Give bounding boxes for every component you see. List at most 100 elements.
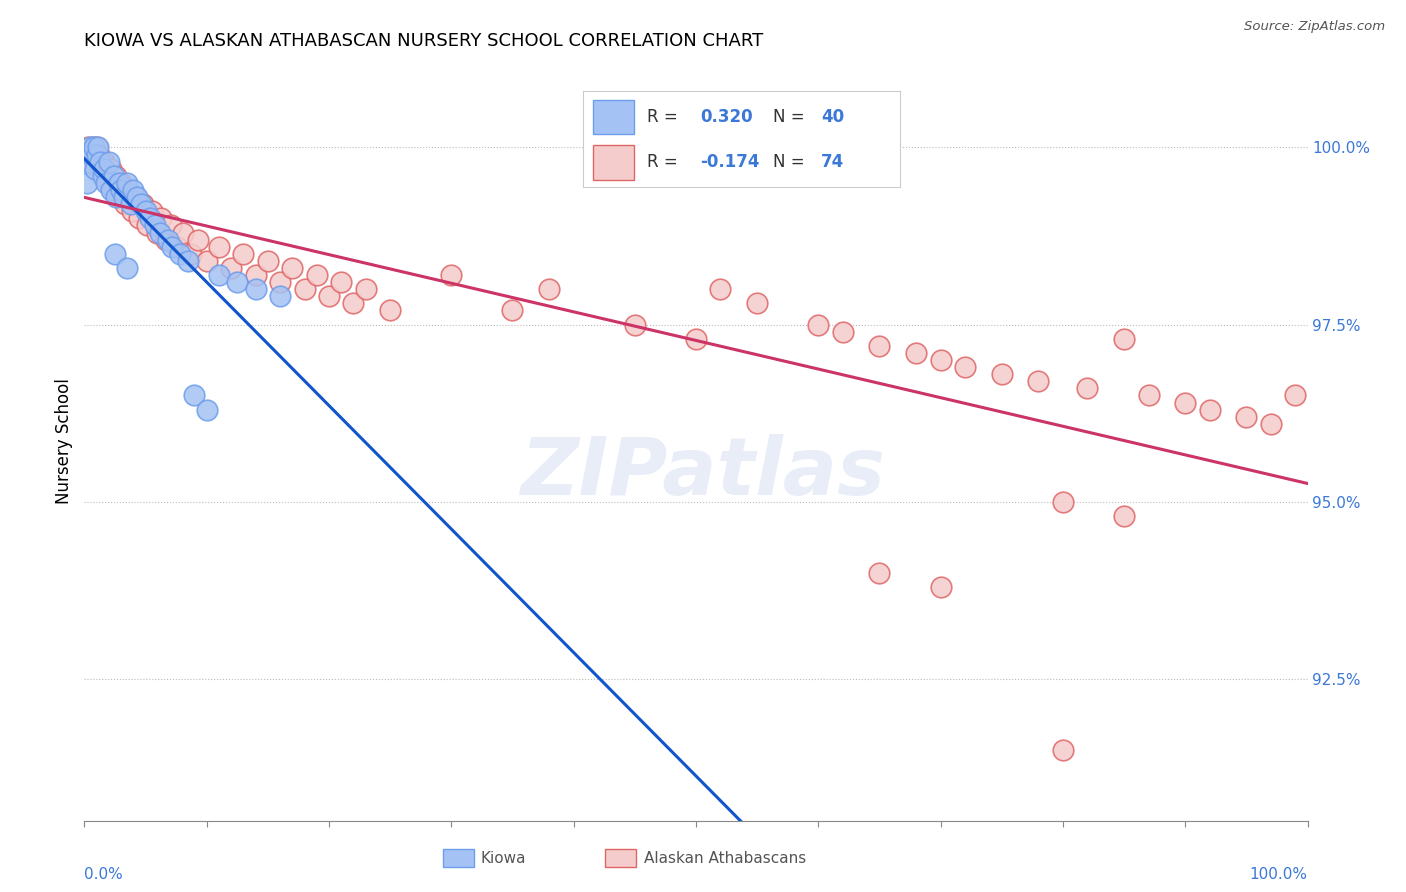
Point: [208, 268, 231, 282]
Point: [257, 253, 280, 268]
Point: [128, 211, 150, 226]
Point: [219, 260, 242, 275]
Point: [83, 140, 105, 154]
Text: 0.0%: 0.0%: [84, 867, 124, 881]
Point: [104, 246, 127, 260]
Point: [747, 296, 769, 310]
Point: [156, 233, 179, 247]
Text: -0.174: -0.174: [700, 153, 761, 171]
Point: [991, 368, 1014, 382]
Point: [87, 140, 110, 154]
Point: [1052, 743, 1074, 757]
Point: [807, 318, 830, 332]
Point: [342, 296, 364, 310]
Point: [269, 275, 291, 289]
Point: [89, 154, 111, 169]
Point: [135, 219, 157, 233]
Point: [183, 388, 205, 402]
Point: [1114, 508, 1136, 523]
Text: Kiowa: Kiowa: [481, 851, 526, 865]
Point: [538, 282, 561, 296]
Point: [114, 197, 136, 211]
Text: ZIPatlas: ZIPatlas: [520, 434, 886, 512]
Text: 74: 74: [821, 153, 844, 171]
Point: [929, 580, 952, 594]
Text: KIOWA VS ALASKAN ATHABASCAN NURSERY SCHOOL CORRELATION CHART: KIOWA VS ALASKAN ATHABASCAN NURSERY SCHO…: [84, 32, 763, 50]
Point: [232, 246, 254, 260]
Point: [132, 197, 155, 211]
Point: [187, 233, 209, 247]
Point: [84, 161, 107, 176]
Point: [1284, 388, 1306, 402]
Point: [139, 211, 162, 226]
Point: [709, 282, 731, 296]
Text: Source: ZipAtlas.com: Source: ZipAtlas.com: [1244, 20, 1385, 33]
Point: [166, 240, 188, 254]
Point: [121, 204, 143, 219]
Point: [195, 253, 218, 268]
Point: [294, 282, 316, 296]
Point: [150, 211, 173, 226]
Point: [195, 402, 218, 417]
Point: [208, 240, 231, 254]
Point: [105, 169, 128, 183]
Bar: [593, 145, 634, 179]
Point: [77, 154, 100, 169]
Point: [155, 233, 177, 247]
Point: [226, 275, 249, 289]
Point: [84, 154, 107, 169]
Point: [105, 190, 128, 204]
Point: [110, 183, 132, 197]
Point: [110, 176, 132, 190]
Point: [831, 325, 853, 339]
Point: [1260, 417, 1282, 431]
Point: [145, 226, 167, 240]
Point: [440, 268, 463, 282]
Point: [117, 183, 139, 197]
Point: [82, 140, 104, 154]
Point: [120, 197, 142, 211]
Point: [1028, 374, 1050, 388]
Point: [149, 226, 172, 240]
Point: [90, 161, 112, 176]
Point: [125, 190, 148, 204]
Point: [953, 360, 976, 375]
Point: [86, 147, 108, 161]
Point: [97, 176, 120, 190]
Point: [305, 268, 328, 282]
Point: [87, 147, 110, 161]
Point: [135, 204, 157, 219]
Text: R =: R =: [647, 108, 678, 126]
Point: [180, 246, 202, 260]
Point: [1198, 402, 1220, 417]
Text: 0.320: 0.320: [700, 108, 754, 126]
Point: [96, 176, 118, 190]
Point: [77, 140, 100, 154]
Point: [685, 332, 707, 346]
Text: R =: R =: [647, 153, 678, 171]
Y-axis label: Nursery School: Nursery School: [55, 378, 73, 505]
Point: [122, 183, 145, 197]
Point: [1052, 495, 1074, 509]
Point: [269, 289, 291, 303]
Point: [93, 161, 115, 176]
Point: [162, 240, 184, 254]
Point: [1114, 332, 1136, 346]
Point: [80, 147, 103, 161]
Point: [125, 190, 148, 204]
Point: [1236, 409, 1258, 424]
Point: [112, 190, 135, 204]
Point: [380, 303, 402, 318]
Point: [107, 176, 129, 190]
Point: [281, 260, 304, 275]
Point: [93, 154, 115, 169]
Point: [905, 346, 928, 360]
Point: [172, 226, 194, 240]
Point: [354, 282, 377, 296]
Point: [169, 246, 191, 260]
Point: [177, 253, 200, 268]
Point: [245, 282, 267, 296]
Point: [502, 303, 524, 318]
Point: [1076, 381, 1098, 395]
Point: [96, 169, 118, 183]
